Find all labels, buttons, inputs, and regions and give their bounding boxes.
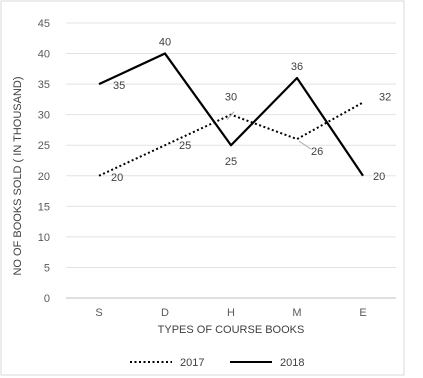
y-tick-label: 0 (44, 293, 50, 305)
chart-border (0, 0, 405, 376)
data-label: 35 (113, 80, 125, 92)
y-tick-label: 15 (38, 201, 50, 213)
x-tick-label: H (227, 307, 235, 319)
leader-line (226, 111, 235, 120)
legend-label-2018: 2018 (280, 357, 304, 369)
data-label: 26 (311, 146, 323, 158)
x-axis-title: TYPES OF COURSE BOOKS (158, 324, 305, 336)
y-tick-label: 10 (38, 232, 50, 244)
leader-line (298, 140, 312, 150)
y-tick-label: 45 (38, 18, 50, 30)
data-label: 25 (225, 156, 237, 168)
y-axis-title: NO OF BOOKS SOLD ( IN THOUSAND) (12, 76, 24, 275)
y-tick-label: 30 (38, 110, 50, 122)
data-label: 36 (291, 61, 303, 73)
legend: 2017 2018 (130, 357, 304, 369)
x-tick-label: S (95, 307, 102, 319)
data-labels: 20 25 30 26 32 35 40 25 36 20 (111, 37, 391, 184)
y-tick-label: 25 (38, 140, 50, 152)
y-tick-label: 5 (44, 262, 50, 274)
data-label: 25 (179, 140, 191, 152)
x-tick-label: M (292, 307, 301, 319)
data-label: 40 (159, 37, 171, 49)
legend-label-2017: 2017 (180, 357, 204, 369)
series-line-2018 (98, 52, 364, 177)
data-label: 30 (225, 92, 237, 104)
y-axis-ticks: 0 5 10 15 20 25 30 35 40 45 (38, 18, 50, 305)
y-tick-label: 35 (38, 79, 50, 91)
x-tick-label: E (359, 307, 366, 319)
y-tick-label: 20 (38, 171, 50, 183)
data-label: 20 (111, 172, 123, 184)
x-tick-label: D (161, 307, 169, 319)
data-label: 32 (379, 91, 391, 103)
data-label: 20 (373, 171, 385, 183)
y-tick-label: 40 (38, 49, 50, 61)
